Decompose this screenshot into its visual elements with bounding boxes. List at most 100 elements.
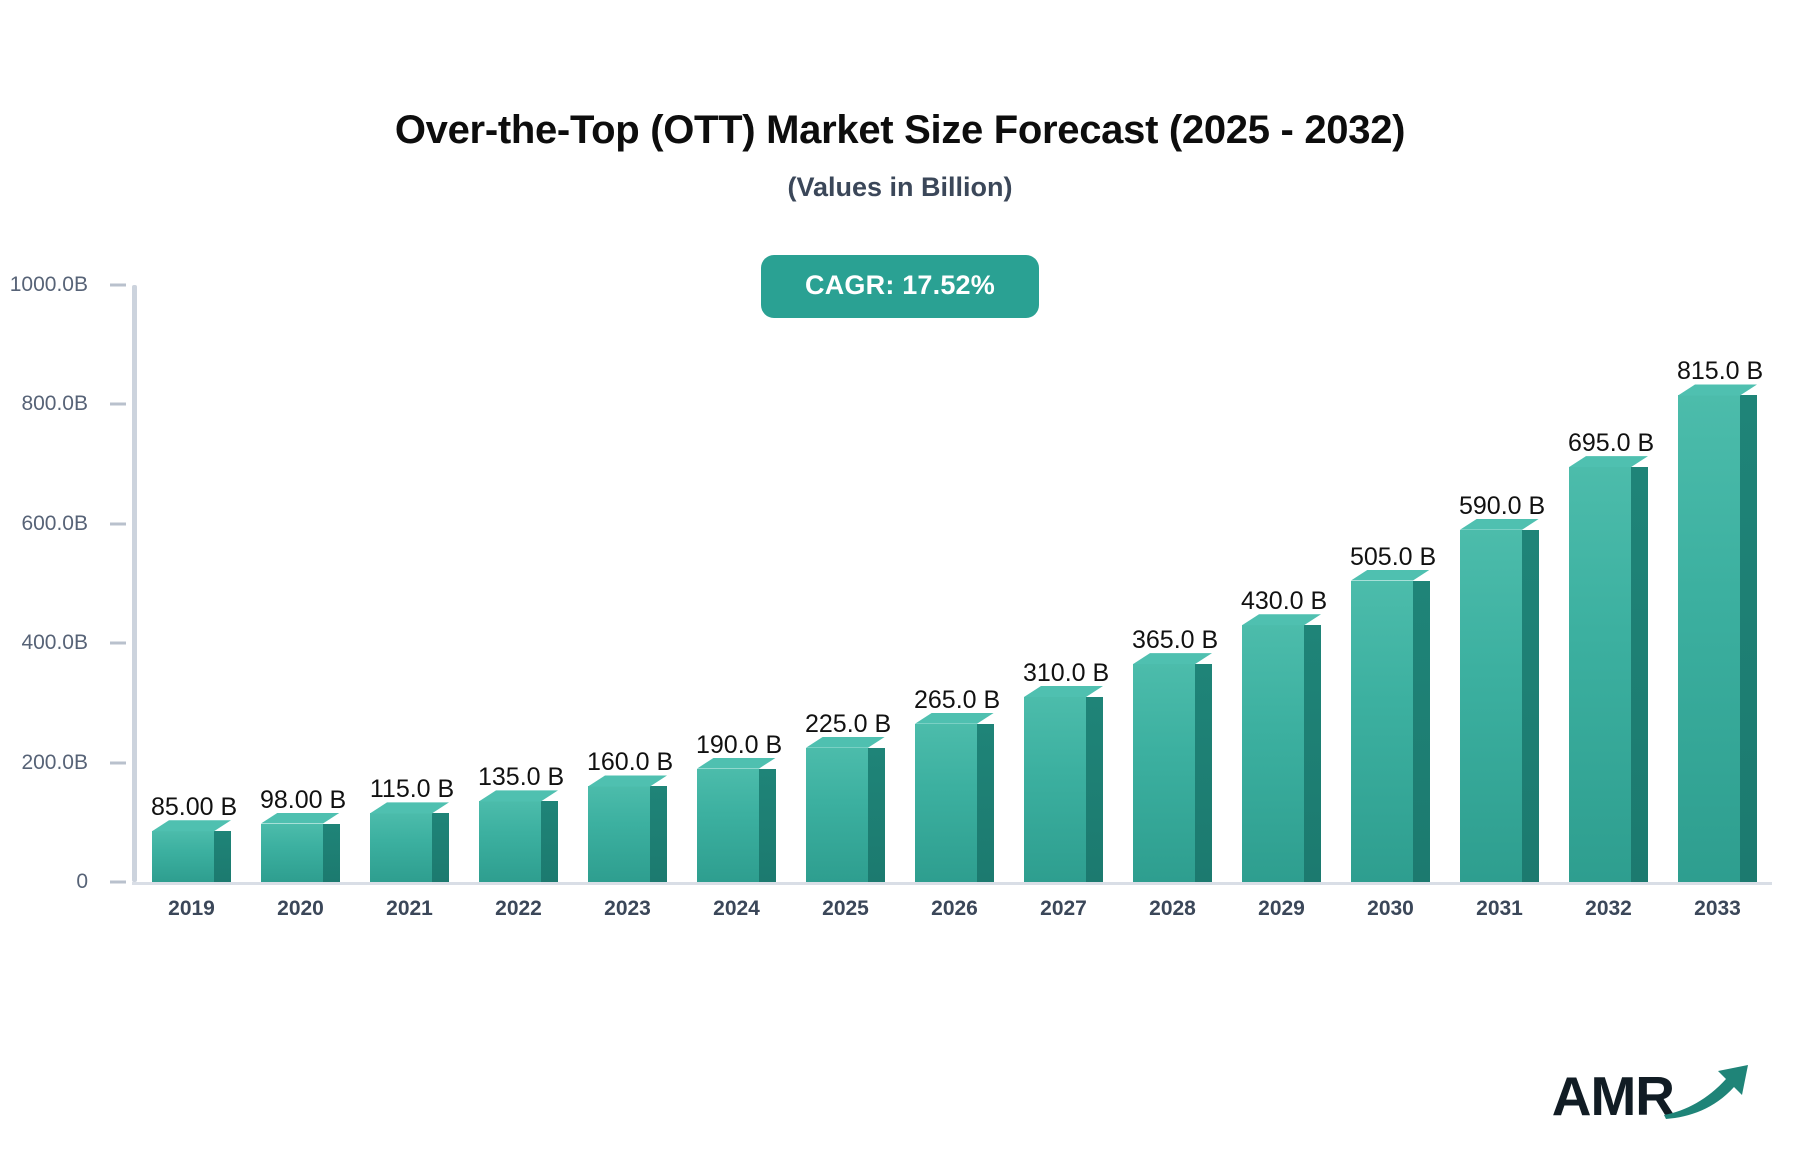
x-axis-tick-label: 2026 xyxy=(931,897,978,920)
bar-side-face xyxy=(759,768,776,882)
y-axis-tick-mark xyxy=(110,641,126,645)
logo-text: AMR xyxy=(1551,1064,1675,1127)
growth-arrow-icon xyxy=(1660,1059,1752,1126)
y-axis-tick-label: 200.0B xyxy=(21,750,88,774)
bar-front-face xyxy=(1569,467,1631,882)
bar-column[interactable]: 265.0 B xyxy=(914,686,1000,882)
bar-column[interactable]: 98.00 B xyxy=(260,786,346,882)
bar-side-face xyxy=(541,801,558,882)
bar-value-label: 135.0 B xyxy=(477,763,565,792)
bar-side-face xyxy=(432,813,449,882)
bar-top-face xyxy=(915,712,994,724)
bar-value-label: 85.00 B xyxy=(150,793,238,822)
x-axis-tick-label: 2020 xyxy=(277,897,324,920)
bar-column[interactable]: 225.0 B xyxy=(805,710,891,882)
bar-top-face xyxy=(152,820,231,832)
bar-top-face xyxy=(261,812,340,824)
bar-value-label: 310.0 B xyxy=(1022,658,1110,687)
bar-top-face xyxy=(479,790,558,802)
y-axis-tick-mark xyxy=(110,522,126,526)
bar-front-face xyxy=(1242,625,1304,882)
bar-top-face xyxy=(370,802,449,814)
bar-side-face xyxy=(1413,580,1430,882)
bar-front-face xyxy=(479,801,541,882)
x-axis-tick-label: 2024 xyxy=(713,897,760,920)
bar-column[interactable]: 815.0 B xyxy=(1677,357,1763,882)
bar-column[interactable]: 160.0 B xyxy=(587,748,673,882)
bar-top-face xyxy=(806,736,885,748)
bar-front-face xyxy=(152,831,214,882)
bar-column[interactable]: 365.0 B xyxy=(1132,626,1218,882)
bar-front-face xyxy=(1460,529,1522,882)
bar-top-face xyxy=(1024,685,1103,697)
y-axis-tick-mark xyxy=(110,402,126,406)
amr-logo: AMR xyxy=(1552,1059,1752,1132)
x-axis-tick-label: 2032 xyxy=(1585,897,1632,920)
cagr-badge-container: CAGR: 17.52% xyxy=(0,255,1800,318)
bar-top-face xyxy=(697,757,776,769)
bar-side-face xyxy=(977,723,994,882)
bar-column[interactable]: 190.0 B xyxy=(696,731,782,882)
x-axis-tick-label: 2033 xyxy=(1694,897,1741,920)
bar-top-face xyxy=(1569,456,1648,468)
bar-side-face xyxy=(214,831,231,882)
page-title: Over-the-Top (OTT) Market Size Forecast … xyxy=(394,108,1406,152)
bar-front-face xyxy=(588,786,650,882)
bar-front-face xyxy=(806,747,868,882)
bar-front-face xyxy=(697,768,759,882)
y-axis-tick-label: 400.0B xyxy=(21,631,88,655)
bar-value-label: 115.0 B xyxy=(369,775,455,804)
x-axis-tick-label: 2027 xyxy=(1040,897,1087,920)
bar-column[interactable]: 430.0 B xyxy=(1241,587,1327,882)
x-axis-tick-label: 2021 xyxy=(386,897,433,920)
bar-column[interactable]: 695.0 B xyxy=(1568,429,1654,882)
x-axis-tick-label: 2030 xyxy=(1367,897,1414,920)
bar-value-label: 160.0 B xyxy=(586,748,674,777)
bar-side-face xyxy=(1631,467,1648,882)
y-axis-tick-label: 0 xyxy=(76,870,88,893)
bar-front-face xyxy=(370,813,432,882)
bar-column[interactable]: 115.0 B xyxy=(370,775,454,882)
bar-value-label: 590.0 B xyxy=(1458,491,1546,520)
bar-side-face xyxy=(1740,395,1757,882)
plot-area: 0 200.0B 400.0B 600.0B 800.0B 1000.0B 85.00 B… xyxy=(10,273,1772,920)
bar-front-face xyxy=(915,723,977,882)
bar-top-face xyxy=(1242,614,1321,626)
bar-value-label: 365.0 B xyxy=(1131,626,1219,655)
x-axis-tick-label: 2023 xyxy=(604,897,651,920)
bar-series: 85.00 B 98.00 B 115.0 B 135.0 B 160.0 B 190.0… xyxy=(137,285,1772,882)
bar-side-face xyxy=(1304,625,1321,882)
bar-side-face xyxy=(868,747,885,882)
bar-front-face xyxy=(1351,580,1413,882)
bar-value-label: 430.0 B xyxy=(1240,587,1328,616)
cagr-badge[interactable]: CAGR: 17.52% xyxy=(761,255,1039,318)
bar-top-face xyxy=(1460,518,1539,530)
bar-side-face xyxy=(1522,529,1539,882)
y-axis-tick-label: 1000.0B xyxy=(9,273,88,296)
bar-top-face xyxy=(588,775,667,787)
bar-column[interactable]: 135.0 B xyxy=(478,763,564,882)
bar-value-label: 190.0 B xyxy=(695,730,783,759)
bar-top-face xyxy=(1351,569,1430,581)
bar-front-face xyxy=(1678,395,1740,882)
bar-column[interactable]: 85.00 B xyxy=(151,793,237,882)
bar-top-face xyxy=(1678,384,1757,396)
bar-value-label: 695.0 B xyxy=(1567,429,1655,458)
bar-value-label: 98.00 B xyxy=(259,785,347,814)
bar-front-face xyxy=(1024,696,1086,882)
bar-column[interactable]: 505.0 B xyxy=(1350,543,1436,882)
y-axis-tick-mark xyxy=(110,880,126,884)
bar-side-face xyxy=(323,823,340,882)
y-axis-line xyxy=(132,285,137,882)
bar-column[interactable]: 590.0 B xyxy=(1459,492,1545,882)
y-axis-tick-mark xyxy=(110,283,126,287)
x-axis-tick-label: 2025 xyxy=(822,897,869,920)
x-axis-tick-label: 2031 xyxy=(1476,897,1523,920)
x-axis-tick-label: 2019 xyxy=(168,897,215,920)
y-axis-tick-label: 600.0B xyxy=(21,511,88,535)
bar-column[interactable]: 310.0 B xyxy=(1023,659,1109,882)
bar-value-label: 505.0 B xyxy=(1349,542,1437,571)
x-axis-tick-label: 2028 xyxy=(1149,897,1196,920)
x-axis-line xyxy=(132,882,1772,885)
